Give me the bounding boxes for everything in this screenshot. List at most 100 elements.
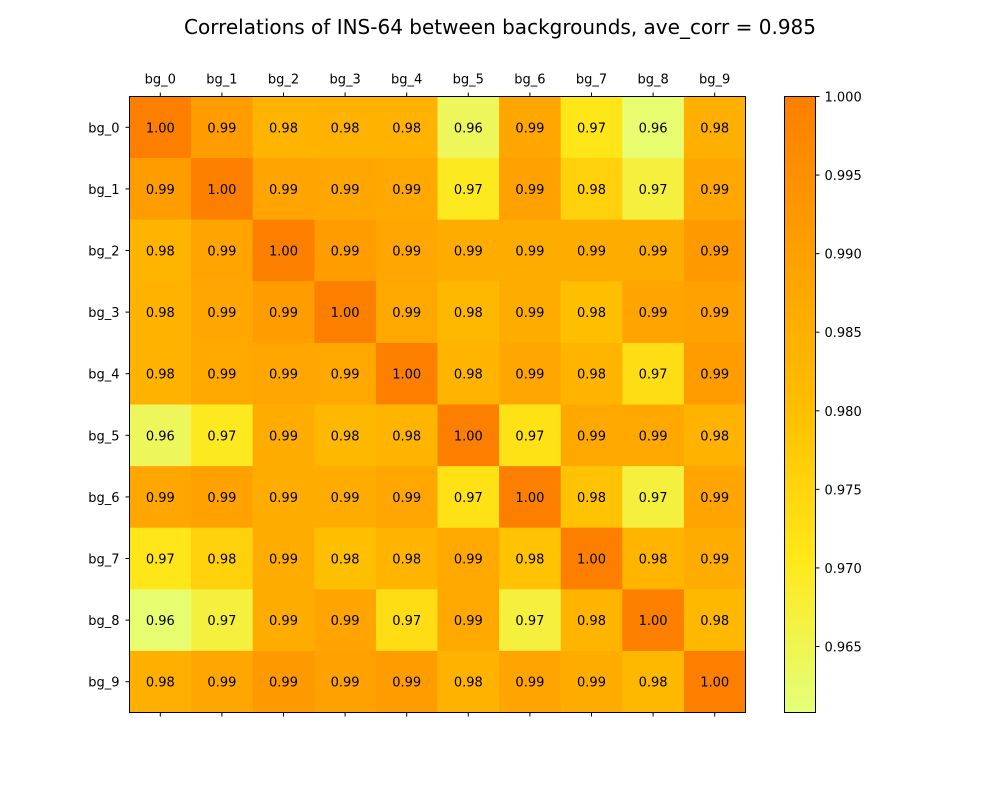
cell-value-label: 0.99	[454, 553, 483, 568]
heatmap-cell	[499, 281, 562, 344]
heatmap-cell	[683, 158, 746, 221]
cell-value-label: 0.97	[392, 614, 421, 629]
cell-value-label: 0.99	[515, 368, 544, 383]
heatmap-cell	[375, 527, 438, 590]
heatmap-cell	[129, 404, 192, 467]
heatmap-cell	[314, 158, 377, 221]
heatmap-cell	[683, 342, 746, 405]
x-tick-label: bg_2	[268, 73, 299, 88]
heatmap-cell	[129, 281, 192, 344]
heatmap-cell	[314, 281, 377, 344]
heatmap-cell	[622, 589, 685, 652]
heatmap-cell	[252, 219, 315, 282]
cell-value-label: 0.99	[392, 491, 421, 506]
heatmap-cell	[499, 219, 562, 282]
cell-value-label: 0.98	[577, 368, 606, 383]
heatmap-cell	[314, 96, 377, 159]
cell-value-label: 0.99	[392, 183, 421, 198]
cell-value-label: 0.99	[639, 429, 668, 444]
y-tick-label: bg_5	[88, 429, 119, 444]
cell-value-label: 0.98	[392, 429, 421, 444]
heatmap-cell	[437, 219, 500, 282]
cell-value-label: 0.99	[639, 306, 668, 321]
cell-value-label: 0.99	[269, 306, 298, 321]
heatmap-cell	[683, 404, 746, 467]
colorbar-tick-label: 0.980	[825, 405, 862, 420]
heatmap-cell	[191, 589, 254, 652]
x-axis-bottom	[159, 712, 716, 717]
cell-value-label: 0.98	[639, 676, 668, 691]
y-tick-label: bg_9	[88, 676, 119, 691]
cell-value-label: 0.99	[577, 676, 606, 691]
heatmap-cell	[499, 589, 562, 652]
cell-value-label: 0.96	[146, 429, 175, 444]
cell-value-label: 0.99	[207, 306, 236, 321]
heatmap-cell	[252, 466, 315, 529]
x-tick-label: bg_9	[699, 73, 730, 88]
heatmap-cell	[499, 404, 562, 467]
heatmap-cell	[683, 527, 746, 590]
cell-value-label: 0.99	[515, 183, 544, 198]
cell-value-label: 1.00	[269, 245, 298, 260]
cell-value-label: 0.99	[269, 614, 298, 629]
cell-value-label: 0.98	[577, 183, 606, 198]
heatmap-cell	[252, 650, 315, 713]
heatmap-cell	[252, 527, 315, 590]
cell-value-label: 0.99	[515, 245, 544, 260]
heatmap-cell	[129, 96, 192, 159]
cell-value-label: 0.98	[146, 368, 175, 383]
cell-value-label: 0.99	[331, 183, 360, 198]
cell-value-label: 0.99	[639, 245, 668, 260]
cell-value-label: 1.00	[700, 676, 729, 691]
heatmap-cell	[375, 96, 438, 159]
heatmap-cell	[622, 342, 685, 405]
heatmap-cell	[314, 589, 377, 652]
heatmap-cell	[560, 158, 623, 221]
x-tick-label: bg_1	[206, 73, 237, 88]
heatmap-cell	[191, 650, 254, 713]
cell-value-label: 0.98	[577, 614, 606, 629]
cell-value-label: 1.00	[207, 183, 236, 198]
cell-value-label: 0.98	[454, 368, 483, 383]
heatmap-cell	[437, 527, 500, 590]
heatmap-cell	[437, 158, 500, 221]
cell-value-label: 0.99	[207, 245, 236, 260]
heatmap-cell	[314, 527, 377, 590]
cell-value-label: 0.97	[454, 491, 483, 506]
colorbar-tick-label: 1.000	[825, 91, 862, 106]
cell-value-label: 0.96	[639, 121, 668, 136]
colorbar-gradient	[784, 96, 816, 713]
heatmap-cell	[437, 281, 500, 344]
cell-value-label: 0.98	[577, 491, 606, 506]
heatmap-cell	[560, 281, 623, 344]
heatmap-cell	[191, 219, 254, 282]
cell-value-label: 0.99	[700, 491, 729, 506]
heatmap-cell	[252, 404, 315, 467]
heatmap-cell	[437, 342, 500, 405]
cell-value-label: 0.99	[392, 306, 421, 321]
heatmap-cell	[560, 404, 623, 467]
heatmap-cell	[622, 650, 685, 713]
cell-value-label: 0.98	[331, 553, 360, 568]
cell-value-label: 0.99	[146, 491, 175, 506]
x-tick-label: bg_5	[453, 73, 484, 88]
colorbar: 0.965 0.970 0.975 0.980 0.985 0.990 0.995 1.000	[784, 91, 862, 713]
cell-value-label: 0.97	[639, 368, 668, 383]
y-tick-label: bg_7	[88, 553, 119, 568]
cell-value-label: 0.99	[700, 553, 729, 568]
cell-value-label: 0.97	[146, 553, 175, 568]
heatmap-cell	[375, 650, 438, 713]
cell-value-label: 0.99	[269, 676, 298, 691]
heatmap-cell	[191, 404, 254, 467]
chart-title: Correlations of INS-64 between backgroun…	[184, 15, 816, 39]
cell-value-label: 0.98	[207, 553, 236, 568]
heatmap-cell	[560, 589, 623, 652]
cell-value-label: 0.99	[331, 676, 360, 691]
heatmap-cell	[560, 650, 623, 713]
heatmap-cell	[191, 96, 254, 159]
cell-value-label: 0.96	[146, 614, 175, 629]
heatmap-cell	[314, 650, 377, 713]
heatmap-cell	[129, 219, 192, 282]
heatmap-cell	[252, 589, 315, 652]
